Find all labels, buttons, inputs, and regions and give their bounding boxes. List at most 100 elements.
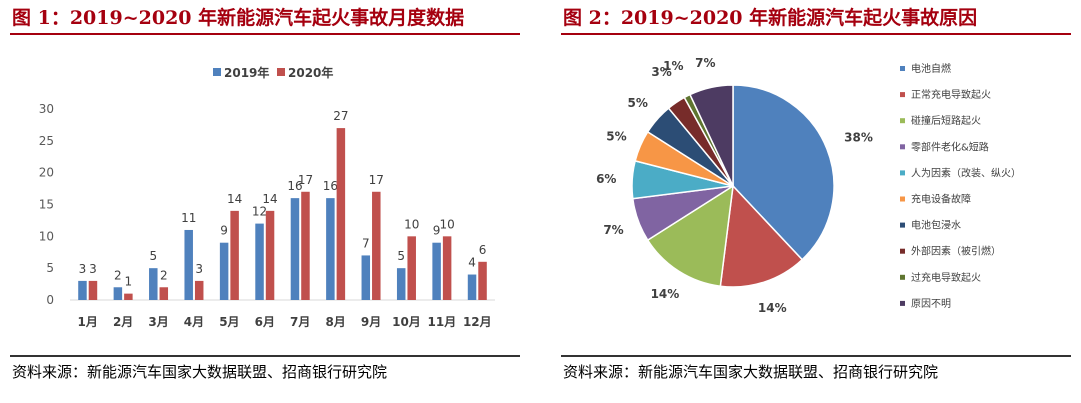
legend-swatch: [900, 222, 905, 228]
pie-slice: [646, 184, 734, 288]
figure-1-title: 图 1：2019~2020 年新能源汽车起火事故月度数据: [12, 7, 465, 29]
bar-2019: [467, 274, 477, 300]
y-tick-label: 5: [46, 261, 54, 275]
bar-value-label: 4: [468, 256, 476, 270]
bar-2019: [219, 242, 229, 300]
bar-value-label: 5: [149, 249, 157, 263]
legend-swatch: [900, 92, 905, 98]
pie-value-label: 38%: [844, 130, 873, 144]
legend-swatch: [900, 144, 905, 150]
pie-value-label: 1%: [663, 59, 683, 73]
bar-value-label: 17: [369, 173, 384, 187]
x-tick-label: 2月: [113, 315, 133, 329]
figure-2-source: 资料来源：新能源汽车国家大数据联盟、招商银行研究院: [563, 363, 939, 381]
legend-label: 碰撞后短路起火: [911, 114, 981, 127]
bar-2019: [361, 255, 371, 300]
x-tick-label: 8月: [325, 315, 345, 329]
bar-value-label: 16: [323, 179, 338, 193]
figure-1-bottom-rule: [10, 355, 520, 357]
bar-value-label: 5: [397, 249, 405, 263]
bar-value-label: 9: [220, 224, 228, 238]
bar-2020: [442, 236, 452, 300]
y-tick-label: 25: [39, 134, 54, 148]
figure-2-top-rule: [561, 33, 1071, 35]
legend-label: 零部件老化&短路: [911, 140, 989, 153]
bar-2019: [149, 268, 158, 300]
bar-value-label: 14: [262, 192, 277, 206]
pie-value-label: 7%: [603, 223, 623, 237]
y-tick-label: 10: [39, 229, 54, 243]
bar-value-label: 11: [181, 211, 196, 225]
legend-label: 人为因素（改装、纵火）: [911, 166, 1021, 179]
bar-2019: [255, 223, 264, 300]
legend-label: 充电设备故障: [911, 193, 971, 206]
pie-value-label: 7%: [695, 56, 715, 70]
bar-value-label: 7: [362, 236, 370, 250]
bar-value-label: 1: [125, 275, 133, 289]
bar-value-label: 3: [195, 262, 203, 276]
bar-2020: [124, 293, 133, 300]
bar-2020: [336, 128, 346, 300]
bar-2020: [159, 287, 169, 300]
pie-value-label: 5%: [606, 130, 626, 144]
legend-swatch: [277, 68, 285, 76]
legend-label: 正常充电导致起火: [911, 88, 991, 101]
x-tick-label: 12月: [463, 315, 492, 329]
bar-value-label: 10: [439, 217, 454, 231]
bar-2019: [290, 198, 300, 300]
legend-label: 原因不明: [911, 298, 951, 310]
bar-2020: [230, 210, 239, 300]
x-tick-label: 7月: [290, 315, 310, 329]
fire-cause-pie-chart: 38% 14% 14% 7% 6% 5% 5% 3%1% 7% 电池自燃正常充电导致起火碰撞后短路…: [596, 56, 1021, 315]
figure-1-panel: 图 1：2019~2020 年新能源汽车起火事故月度数据 0 5 10 15 20 25 3…: [0, 0, 530, 403]
bar-value-label: 14: [227, 192, 242, 206]
x-tick-label: 10月: [392, 315, 421, 329]
bar-value-label: 2: [160, 268, 168, 282]
bar-value-label: 27: [333, 109, 348, 123]
bar-2020: [407, 236, 416, 300]
legend-swatch: [900, 170, 905, 176]
figure-1-top-rule: [10, 33, 520, 35]
x-tick-label: 6月: [255, 315, 275, 329]
x-tick-label: 9月: [361, 315, 381, 329]
bar-2019: [432, 242, 441, 300]
pie-value-label: 6%: [596, 172, 616, 186]
bar-2020: [265, 210, 275, 300]
figure-2-title: 图 2：2019~2020 年新能源汽车起火事故原因: [563, 7, 978, 29]
legend-swatch: [900, 274, 905, 280]
x-tick-label: 1月: [78, 315, 98, 329]
pie-value-label: 14%: [651, 287, 680, 301]
legend-swatch: [900, 118, 905, 124]
bar-value-label: 2: [114, 268, 122, 282]
bar-2020: [194, 280, 204, 300]
bar-value-label: 16: [287, 179, 302, 193]
bar-2019: [396, 268, 406, 300]
bar-value-label: 12: [252, 205, 267, 219]
figure-2-panel: 图 2：2019~2020 年新能源汽车起火事故原因 38% 14% 14% 7% 6%…: [551, 0, 1081, 403]
pie-slice: [732, 84, 835, 261]
bar-2020: [372, 191, 381, 300]
legend-swatch: [900, 248, 905, 254]
pie-slice: [688, 84, 734, 187]
bar-value-label: 10: [404, 217, 419, 231]
y-tick-label: 20: [39, 166, 54, 180]
pie-value-label: 3%: [651, 65, 671, 79]
x-tick-label: 3月: [148, 315, 168, 329]
y-tick-label: 0: [46, 293, 54, 307]
pie-slice: [719, 184, 804, 288]
bar-2019: [78, 280, 87, 300]
legend-label: 2019年: [224, 65, 269, 80]
legend-label: 电池包浸水: [911, 219, 961, 232]
legend-swatch: [900, 196, 905, 202]
bar-value-label: 17: [298, 173, 313, 187]
legend-label: 过充电导致起火: [911, 271, 981, 284]
bar-2020: [478, 261, 487, 300]
bar-value-label: 3: [79, 262, 87, 276]
bar-2020: [301, 191, 310, 300]
pie-value-label: 14%: [758, 301, 787, 315]
legend-label: 外部因素（被引燃）: [911, 245, 1001, 258]
legend-label: 电池自燃: [911, 62, 951, 75]
y-tick-label: 15: [39, 198, 54, 212]
bar-2019: [113, 287, 123, 300]
